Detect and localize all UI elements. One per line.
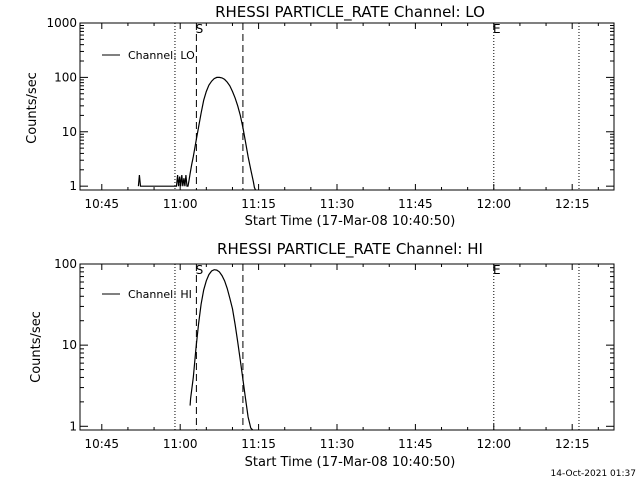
x-tick-label: 11:45 <box>398 197 433 211</box>
y-axis-label: Counts/sec <box>29 311 44 383</box>
y-tick-label: 1 <box>69 419 77 433</box>
legend-label: Channel: LO <box>128 49 195 62</box>
y-tick-label: 10 <box>62 338 77 352</box>
x-axis-label: Start Time (17-Mar-08 10:40:50) <box>245 455 456 470</box>
x-tick-label: 11:45 <box>398 437 433 451</box>
x-tick-label: 10:45 <box>84 437 119 451</box>
marker-label: E <box>493 22 501 36</box>
series-line <box>189 269 254 431</box>
x-tick-label: 11:00 <box>163 197 198 211</box>
footer-timestamp: 14-Oct-2021 01:37 <box>551 469 636 479</box>
x-tick-label: 11:15 <box>241 437 276 451</box>
y-tick-label: 1000 <box>46 16 77 30</box>
marker-label: S <box>196 263 204 277</box>
x-tick-label: 12:00 <box>476 437 511 451</box>
x-tick-label: 12:15 <box>555 197 590 211</box>
y-tick-label: 100 <box>54 70 77 84</box>
marker-label: E <box>493 263 501 277</box>
chart-panel-hi: RHESSI PARTICLE_RATE Channel: HI Start T… <box>29 240 615 470</box>
x-tick-label: 11:30 <box>320 437 355 451</box>
plot-frame <box>79 263 615 431</box>
plot-frame <box>79 22 615 191</box>
x-tick-label: 12:00 <box>476 197 511 211</box>
x-tick-label: 11:15 <box>241 197 276 211</box>
chart-title: RHESSI PARTICLE_RATE Channel: HI <box>217 240 483 259</box>
marker-label: S <box>196 22 204 36</box>
chart-panel-lo: RHESSI PARTICLE_RATE Channel: LO Start T… <box>25 3 615 229</box>
legend-label: Channel: HI <box>128 288 192 301</box>
y-axis-label: Counts/sec <box>25 72 40 144</box>
y-tick-label: 1 <box>69 179 77 193</box>
x-tick-label: 11:00 <box>163 437 198 451</box>
x-axis-label: Start Time (17-Mar-08 10:40:50) <box>245 214 456 229</box>
series-line <box>137 76 257 191</box>
x-tick-label: 11:30 <box>320 197 355 211</box>
x-tick-label: 10:45 <box>84 197 119 211</box>
x-tick-label: 12:15 <box>555 437 590 451</box>
y-tick-label: 10 <box>62 125 77 139</box>
y-tick-label: 100 <box>54 257 77 271</box>
chart-title: RHESSI PARTICLE_RATE Channel: LO <box>215 3 485 22</box>
